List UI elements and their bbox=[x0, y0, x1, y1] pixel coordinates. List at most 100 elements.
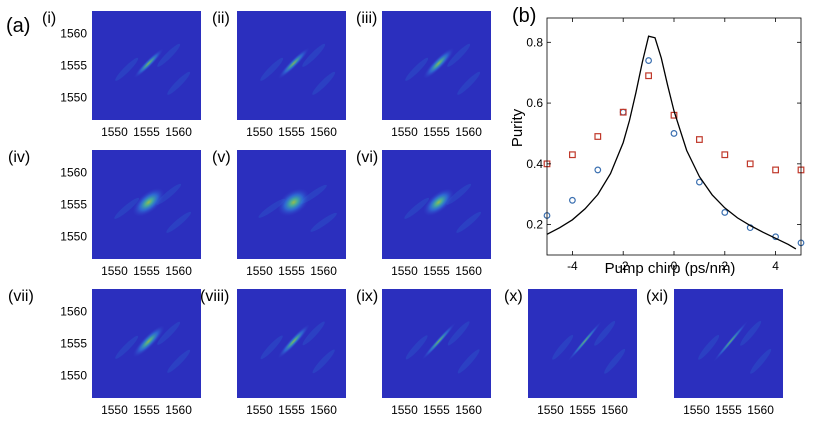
heatmap-x-tick-label: 1555 bbox=[278, 403, 305, 417]
panel-a-label: (a) bbox=[6, 15, 30, 37]
heatmap-x-tick-label: 1550 bbox=[246, 403, 273, 417]
heatmap-x-tick-label: 1550 bbox=[391, 264, 418, 278]
heatmap-x-tick-label: 1560 bbox=[310, 403, 337, 417]
heatmap-y-tick-label: 1555 bbox=[60, 337, 87, 351]
heatmap-side-lobe bbox=[740, 320, 762, 346]
heatmap-x-tick-label: 1555 bbox=[423, 125, 450, 139]
heatmap-side-lobe bbox=[258, 198, 285, 218]
heatmap-label: (iv) bbox=[8, 149, 30, 166]
heatmap-3: (iii) 1550 1555 1560 bbox=[356, 10, 491, 139]
heatmap-side-lobe bbox=[594, 320, 616, 346]
heatmap-side-lobe bbox=[167, 349, 191, 373]
x-tick-label: -4 bbox=[567, 259, 578, 273]
y-tick-label: 0.8 bbox=[526, 35, 543, 49]
heatmap-y-tick-label: 1560 bbox=[60, 165, 87, 179]
heatmap-peak bbox=[132, 325, 165, 358]
purity-ylabel: Purity bbox=[509, 108, 526, 147]
heatmap-side-lobe bbox=[456, 211, 482, 233]
heatmap-x-tick-label: 1560 bbox=[601, 403, 628, 417]
heatmap-peak bbox=[277, 324, 310, 359]
heatmap-side-lobe bbox=[260, 335, 283, 360]
heatmap-x-tick-label: 1555 bbox=[278, 264, 305, 278]
data-point-circle bbox=[594, 166, 602, 174]
x-tick-label: -2 bbox=[618, 259, 629, 273]
heatmap-side-lobe bbox=[404, 197, 430, 219]
heatmap-y-tick-label: 1550 bbox=[60, 91, 87, 105]
heatmap-x-tick-label: 1555 bbox=[423, 403, 450, 417]
heatmap-side-lobe bbox=[312, 349, 335, 374]
heatmap-side-lobe bbox=[457, 349, 480, 374]
heatmap-peak bbox=[132, 187, 165, 217]
heatmap-label: (v) bbox=[212, 149, 231, 166]
heatmap-1: (i) 1550 1550 1555 1555 1560 1560 bbox=[42, 10, 201, 139]
data-point-square bbox=[772, 166, 779, 174]
heatmap-6: (vi) 1550 1555 1560 bbox=[356, 149, 491, 278]
data-point-square bbox=[619, 108, 627, 116]
heatmap-peak bbox=[133, 48, 164, 79]
heatmap-10: (x) 1550 1555 1560 bbox=[504, 288, 637, 417]
heatmap-x-tick-label: 1550 bbox=[391, 403, 418, 417]
heatmap-11: (xi) 1550 1555 1560 bbox=[646, 288, 783, 417]
heatmap-y-tick-label: 1560 bbox=[60, 304, 87, 318]
heatmap-side-lobe bbox=[312, 71, 336, 95]
purity-marks bbox=[543, 35, 805, 250]
series-circles bbox=[543, 57, 805, 247]
heatmap-x-tick-label: 1560 bbox=[165, 264, 192, 278]
heatmap-side-lobe bbox=[750, 348, 772, 374]
heatmap-label: (ii) bbox=[212, 10, 230, 27]
series-squares bbox=[543, 72, 805, 174]
data-point-square bbox=[645, 72, 652, 80]
heatmap-x-tick-label: 1555 bbox=[133, 403, 160, 417]
heatmap-side-lobe bbox=[552, 334, 574, 360]
data-point-square bbox=[568, 151, 576, 159]
heatmap-y-tick-label: 1555 bbox=[60, 59, 87, 73]
data-point-circle bbox=[670, 130, 678, 137]
heatmap-x-tick-label: 1560 bbox=[747, 403, 774, 417]
heatmap-x-tick-label: 1550 bbox=[101, 125, 128, 139]
heatmap-x-tick-label: 1560 bbox=[455, 125, 482, 139]
heatmap-x-tick-label: 1550 bbox=[246, 125, 273, 139]
data-point-circle bbox=[569, 196, 576, 204]
heatmap-x-tick-label: 1560 bbox=[310, 125, 337, 139]
heatmap-x-tick-label: 1560 bbox=[455, 403, 482, 417]
heatmap-x-tick-label: 1550 bbox=[391, 125, 418, 139]
data-point-square bbox=[746, 160, 754, 168]
heatmap-side-lobe bbox=[167, 71, 191, 95]
heatmap-side-lobe bbox=[447, 321, 470, 346]
heatmap-x-tick-label: 1555 bbox=[278, 125, 305, 139]
heatmap-2: (ii) 1550 1555 1560 bbox=[212, 10, 346, 139]
data-point-square bbox=[594, 133, 602, 140]
heatmap-x-tick-label: 1560 bbox=[165, 403, 192, 417]
heatmap-side-lobe bbox=[114, 197, 140, 219]
heatmap-4: (iv) 1550 1550 1555 1555 1560 1560 bbox=[8, 149, 201, 278]
heatmap-peak bbox=[277, 188, 310, 217]
data-point-circle bbox=[619, 108, 627, 116]
purity-xlabel: Pump chirp (ps/nm) bbox=[605, 260, 736, 277]
heatmap-side-lobe bbox=[157, 321, 181, 345]
heatmap-7: (vii) 1550 1550 1555 1555 1560 1560 bbox=[8, 288, 201, 417]
panel-b-label: (b) bbox=[512, 5, 536, 27]
heatmap-side-lobe bbox=[405, 335, 428, 360]
heatmap-8: (viii) 1550 1555 1560 bbox=[200, 288, 346, 417]
purity-ticks: -4 -2 0 2 4 0.2 0.4 0.6 0.8 bbox=[526, 18, 801, 273]
heatmap-side-lobe bbox=[166, 211, 192, 233]
heatmap-label: (xi) bbox=[646, 288, 668, 305]
x-tick-label: 4 bbox=[772, 259, 779, 273]
heatmap-y-tick-label: 1550 bbox=[60, 369, 87, 383]
heatmap-x-tick-label: 1550 bbox=[101, 403, 128, 417]
y-tick-label: 0.2 bbox=[526, 218, 543, 232]
heatmap-peak bbox=[713, 320, 749, 362]
theory-curve bbox=[546, 35, 797, 250]
heatmap-side-lobe bbox=[698, 334, 720, 360]
heatmap-peak bbox=[278, 47, 310, 79]
heatmap-x-tick-label: 1550 bbox=[537, 403, 564, 417]
data-point-square bbox=[721, 151, 729, 159]
heatmap-grid: (i) 1550 1550 1555 1555 1560 1560 (ii) 1550 1555 1… bbox=[8, 10, 783, 417]
heatmap-side-lobe bbox=[457, 71, 481, 95]
series-theory bbox=[546, 35, 797, 250]
data-point-square bbox=[695, 136, 703, 143]
data-point-circle bbox=[645, 57, 652, 64]
heatmap-y-tick-label: 1560 bbox=[60, 26, 87, 40]
heatmap-9: (ix) 1550 1555 1560 bbox=[356, 288, 491, 417]
heatmap-side-lobe bbox=[405, 57, 429, 81]
